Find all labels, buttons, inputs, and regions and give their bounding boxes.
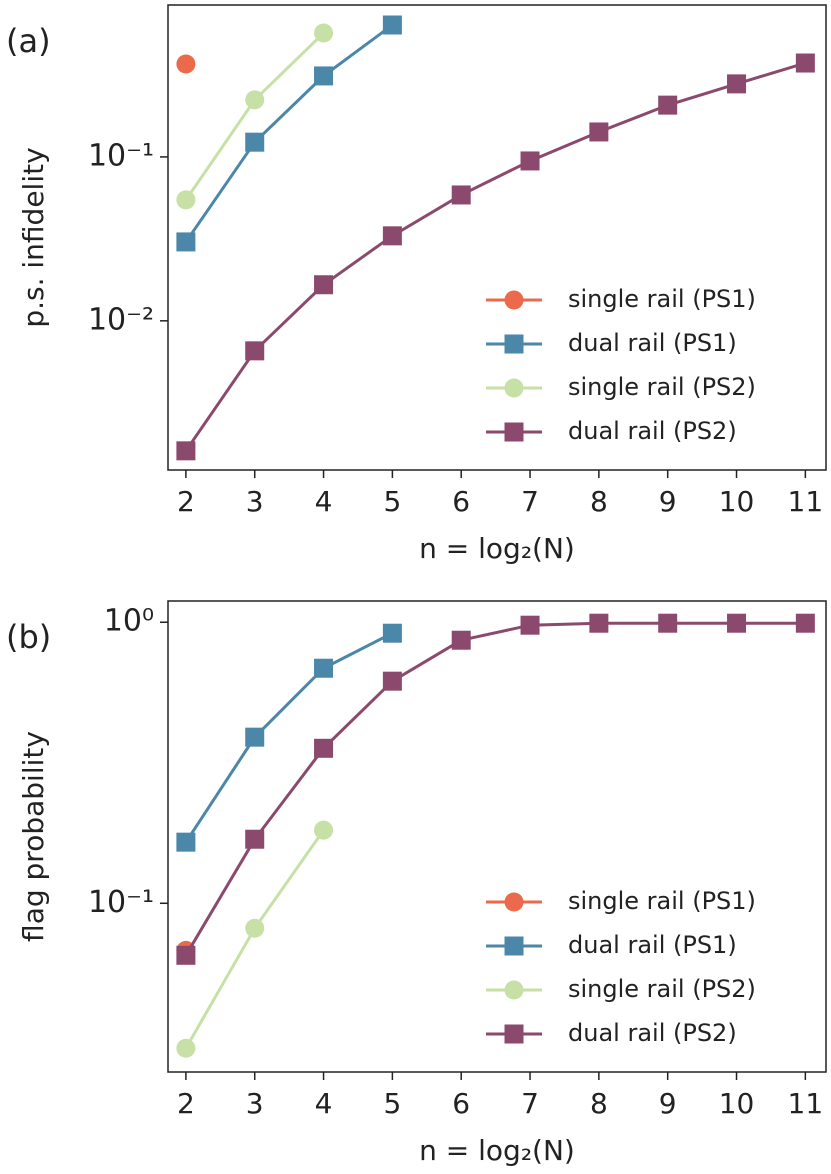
x-tick-label: 5	[383, 485, 401, 518]
marker	[176, 1038, 196, 1058]
x-axis-label: n = log₂(N)	[419, 532, 575, 565]
legend-label: single rail (PS1)	[568, 285, 756, 313]
marker	[520, 151, 540, 171]
series-line	[184, 631, 394, 843]
marker	[245, 90, 265, 110]
x-tick-label: 9	[659, 485, 677, 518]
marker	[795, 613, 815, 633]
x-tick-label: 2	[177, 485, 195, 518]
marker	[314, 820, 334, 840]
marker	[727, 613, 747, 633]
x-tick-label: 4	[315, 485, 333, 518]
marker	[589, 613, 609, 633]
x-tick-label: 8	[590, 485, 608, 518]
marker	[589, 122, 609, 142]
marker	[314, 66, 334, 86]
x-tick-label: 11	[788, 485, 824, 518]
legend-marker	[504, 980, 524, 1000]
plot-frame	[167, 4, 827, 471]
x-axis-label: n = log₂(N)	[419, 1134, 575, 1167]
marker	[245, 829, 265, 849]
x-tick-label: 7	[521, 1087, 539, 1120]
series-line	[184, 829, 325, 1049]
marker	[176, 190, 196, 210]
y-tick-label: 10⁰	[104, 604, 154, 639]
marker	[382, 671, 402, 691]
x-tick-label: 11	[788, 1087, 824, 1120]
x-tick-label: 6	[452, 1087, 470, 1120]
series-line	[184, 23, 394, 243]
legend-marker	[504, 290, 524, 310]
legend-marker	[504, 936, 524, 956]
y-axis-label: p.s. infidelity	[17, 147, 50, 327]
x-tick-label: 3	[246, 485, 264, 518]
plot-frame	[167, 600, 827, 1073]
marker	[245, 341, 265, 361]
marker	[382, 15, 402, 35]
legend-marker	[504, 422, 524, 442]
marker	[382, 623, 402, 643]
x-tick-label: 4	[315, 1087, 333, 1120]
marker	[314, 738, 334, 758]
series-line	[184, 61, 806, 452]
marker	[314, 23, 334, 43]
legend-marker	[504, 378, 524, 398]
x-tick-label: 3	[246, 1087, 264, 1120]
marker	[451, 185, 471, 205]
marker	[658, 95, 678, 115]
y-tick-label: 10⁻¹	[88, 138, 154, 173]
legend-label: single rail (PS1)	[568, 887, 756, 915]
marker	[314, 658, 334, 678]
legend-marker	[504, 334, 524, 354]
x-tick-label: 10	[719, 1087, 755, 1120]
marker	[176, 945, 196, 965]
y-axis-label: flag probability	[17, 731, 50, 942]
marker	[314, 275, 334, 295]
marker	[795, 53, 815, 73]
legend-label: single rail (PS2)	[568, 975, 756, 1003]
legend-marker	[504, 1024, 524, 1044]
x-tick-label: 7	[521, 485, 539, 518]
y-tick-label: 10⁻¹	[88, 885, 154, 920]
x-tick-label: 6	[452, 485, 470, 518]
marker	[176, 832, 196, 852]
marker	[245, 132, 265, 152]
x-tick-label: 2	[177, 1087, 195, 1120]
marker	[176, 54, 196, 74]
panel-label: (b)	[6, 618, 51, 656]
x-tick-label: 9	[659, 1087, 677, 1120]
marker	[451, 630, 471, 650]
legend-label: dual rail (PS1)	[568, 329, 737, 357]
marker	[245, 918, 265, 938]
marker	[520, 615, 540, 635]
legend-label: dual rail (PS1)	[568, 931, 737, 959]
series-line	[184, 621, 806, 957]
series-line	[184, 31, 325, 201]
legend-marker	[504, 892, 524, 912]
legend-label: dual rail (PS2)	[568, 1019, 737, 1047]
legend-label: dual rail (PS2)	[568, 417, 737, 445]
marker	[658, 613, 678, 633]
marker	[176, 441, 196, 461]
marker	[727, 74, 747, 94]
y-tick-label: 10⁻²	[88, 302, 154, 337]
x-tick-label: 5	[383, 1087, 401, 1120]
marker	[382, 226, 402, 246]
marker	[245, 727, 265, 747]
x-tick-label: 8	[590, 1087, 608, 1120]
panel-label: (a)	[6, 22, 51, 60]
legend-label: single rail (PS2)	[568, 373, 756, 401]
x-tick-label: 10	[719, 485, 755, 518]
marker	[176, 232, 196, 252]
